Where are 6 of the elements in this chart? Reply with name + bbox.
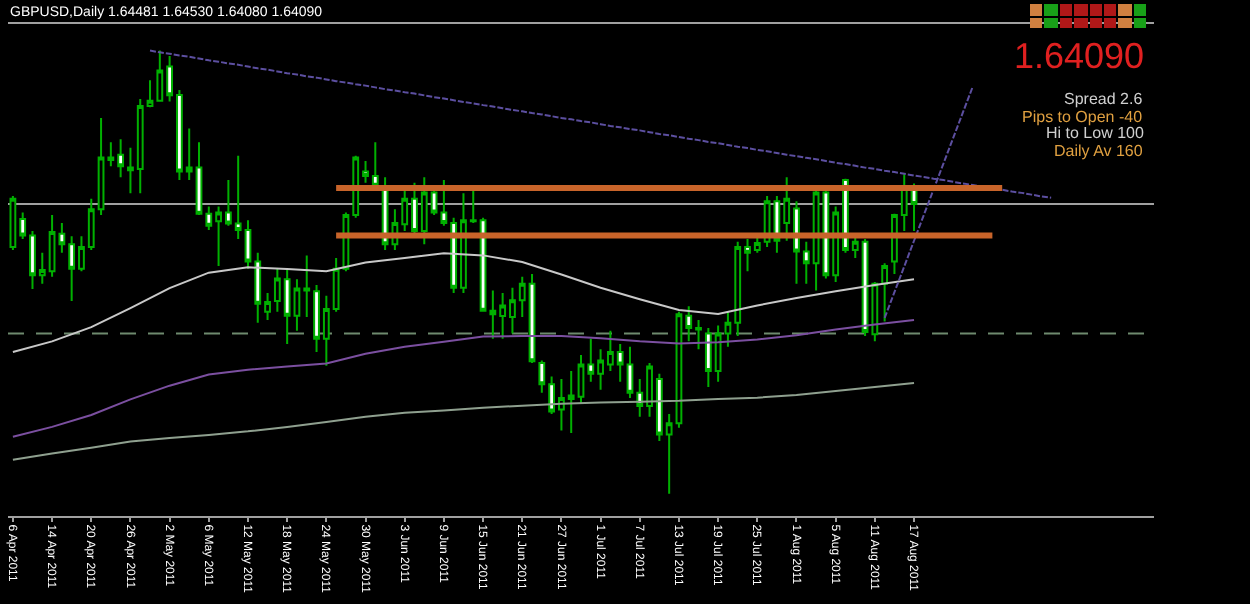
annotation: Hi to Low 100 [1046, 124, 1145, 142]
annotation: Daily Av 160 [1054, 142, 1144, 160]
annotation: Spread 2.6 [1064, 90, 1144, 108]
annotation: 1.64090 [1014, 36, 1145, 76]
candlestick [881, 262, 889, 323]
annotation: Pips to Open -40 [1022, 108, 1144, 126]
